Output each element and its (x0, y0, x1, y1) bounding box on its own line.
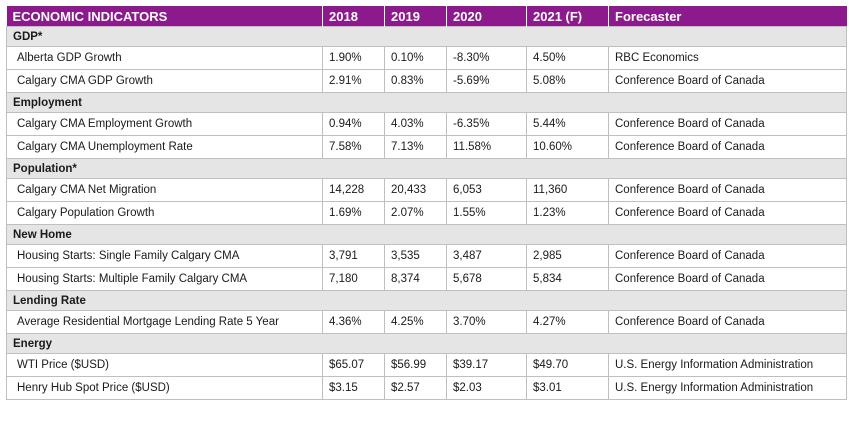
header-row: ECONOMIC INDICATORS 2018 2019 2020 2021 … (6, 6, 847, 27)
section-title: Energy (6, 333, 847, 354)
cell-value-2020: -6.35% (446, 112, 527, 136)
cell-value-2019: 2.07% (384, 201, 447, 225)
cell-value-2021-forecast: 5.08% (526, 69, 609, 93)
section-header-row: Employment (6, 92, 847, 113)
cell-value-2021-forecast: 11,360 (526, 178, 609, 202)
cell-value-2021-forecast: 5,834 (526, 267, 609, 291)
cell-value-2018: 3,791 (322, 244, 385, 268)
cell-value-2019: $56.99 (384, 353, 447, 377)
section-title: Population* (6, 158, 847, 179)
cell-value-2019: 7.13% (384, 135, 447, 159)
section-header-row: Population* (6, 158, 847, 179)
cell-forecaster: Conference Board of Canada (608, 178, 847, 202)
cell-value-2019: 8,374 (384, 267, 447, 291)
cell-value-2020: $2.03 (446, 376, 527, 400)
cell-value-2021-forecast: $49.70 (526, 353, 609, 377)
cell-value-2018: 1.69% (322, 201, 385, 225)
cell-indicator: Average Residential Mortgage Lending Rat… (6, 310, 323, 334)
header-2020: 2020 (446, 6, 527, 27)
cell-value-2019: 0.83% (384, 69, 447, 93)
cell-forecaster: Conference Board of Canada (608, 69, 847, 93)
cell-value-2021-forecast: 2,985 (526, 244, 609, 268)
cell-value-2020: 1.55% (446, 201, 527, 225)
cell-value-2020: -8.30% (446, 46, 527, 70)
cell-indicator: Calgary Population Growth (6, 201, 323, 225)
section-header-row: Energy (6, 333, 847, 354)
cell-value-2018: $65.07 (322, 353, 385, 377)
table-row: Alberta GDP Growth 1.90% 0.10% -8.30% 4.50% R… (6, 46, 847, 70)
cell-value-2018: 0.94% (322, 112, 385, 136)
cell-value-2019: 3,535 (384, 244, 447, 268)
cell-value-2021-forecast: 5.44% (526, 112, 609, 136)
cell-forecaster: Conference Board of Canada (608, 135, 847, 159)
section-title: Employment (6, 92, 847, 113)
section-title: Lending Rate (6, 290, 847, 311)
cell-indicator: WTI Price ($USD) (6, 353, 323, 377)
cell-value-2019: 0.10% (384, 46, 447, 70)
cell-value-2018: 7,180 (322, 267, 385, 291)
cell-value-2019: $2.57 (384, 376, 447, 400)
cell-value-2019: 4.03% (384, 112, 447, 136)
table-row: WTI Price ($USD) $65.07 $56.99 $39.17 $49.70… (6, 353, 847, 377)
cell-value-2021-forecast: 4.50% (526, 46, 609, 70)
cell-value-2020: 5,678 (446, 267, 527, 291)
cell-forecaster: Conference Board of Canada (608, 112, 847, 136)
cell-forecaster: RBC Economics (608, 46, 847, 70)
cell-value-2018: 1.90% (322, 46, 385, 70)
cell-value-2021-forecast: $3.01 (526, 376, 609, 400)
table-row: Housing Starts: Single Family Calgary CM… (6, 244, 847, 268)
cell-value-2018: 4.36% (322, 310, 385, 334)
table-body: GDP* Alberta GDP Growth 1.90% 0.10% -8.30% 4.… (6, 26, 847, 400)
cell-value-2020: 6,053 (446, 178, 527, 202)
cell-value-2021-forecast: 4.27% (526, 310, 609, 334)
cell-indicator: Calgary CMA Employment Growth (6, 112, 323, 136)
cell-forecaster: Conference Board of Canada (608, 310, 847, 334)
cell-value-2018: 14,228 (322, 178, 385, 202)
cell-forecaster: U.S. Energy Information Administration (608, 353, 847, 377)
cell-indicator: Calgary CMA GDP Growth (6, 69, 323, 93)
table-row: Housing Starts: Multiple Family Calgary … (6, 267, 847, 291)
cell-value-2021-forecast: 1.23% (526, 201, 609, 225)
cell-forecaster: Conference Board of Canada (608, 267, 847, 291)
table-row: Average Residential Mortgage Lending Rat… (6, 310, 847, 334)
section-title: GDP* (6, 26, 847, 47)
header-forecaster: Forecaster (608, 6, 847, 27)
section-header-row: New Home (6, 224, 847, 245)
economic-indicators-table: ECONOMIC INDICATORS 2018 2019 2020 2021 … (6, 6, 847, 400)
cell-indicator: Henry Hub Spot Price ($USD) (6, 376, 323, 400)
cell-value-2018: 2.91% (322, 69, 385, 93)
header-2018: 2018 (322, 6, 385, 27)
cell-forecaster: U.S. Energy Information Administration (608, 376, 847, 400)
header-indicator: ECONOMIC INDICATORS (6, 6, 323, 27)
cell-forecaster: Conference Board of Canada (608, 244, 847, 268)
table-row: Calgary CMA Unemployment Rate 7.58% 7.13% 1… (6, 135, 847, 159)
cell-value-2020: 3.70% (446, 310, 527, 334)
cell-forecaster: Conference Board of Canada (608, 201, 847, 225)
cell-indicator: Housing Starts: Multiple Family Calgary … (6, 267, 323, 291)
cell-indicator: Calgary CMA Unemployment Rate (6, 135, 323, 159)
cell-value-2018: $3.15 (322, 376, 385, 400)
cell-value-2019: 4.25% (384, 310, 447, 334)
cell-indicator: Alberta GDP Growth (6, 46, 323, 70)
table-row: Henry Hub Spot Price ($USD) $3.15 $2.57 $2.… (6, 376, 847, 400)
table-row: Calgary CMA GDP Growth 2.91% 0.83% -5.69% 5.… (6, 69, 847, 93)
cell-value-2020: 11.58% (446, 135, 527, 159)
section-header-row: Lending Rate (6, 290, 847, 311)
cell-value-2020: $39.17 (446, 353, 527, 377)
table-row: Calgary Population Growth 1.69% 2.07% 1.55%… (6, 201, 847, 225)
cell-value-2019: 20,433 (384, 178, 447, 202)
section-header-row: GDP* (6, 26, 847, 47)
cell-value-2020: -5.69% (446, 69, 527, 93)
cell-value-2018: 7.58% (322, 135, 385, 159)
cell-indicator: Calgary CMA Net Migration (6, 178, 323, 202)
header-2021-forecast: 2021 (F) (526, 6, 609, 27)
cell-indicator: Housing Starts: Single Family Calgary CM… (6, 244, 323, 268)
section-title: New Home (6, 224, 847, 245)
cell-value-2020: 3,487 (446, 244, 527, 268)
table-row: Calgary CMA Employment Growth 0.94% 4.03% -… (6, 112, 847, 136)
header-2019: 2019 (384, 6, 447, 27)
cell-value-2021-forecast: 10.60% (526, 135, 609, 159)
table-row: Calgary CMA Net Migration 14,228 20,433 6,0… (6, 178, 847, 202)
